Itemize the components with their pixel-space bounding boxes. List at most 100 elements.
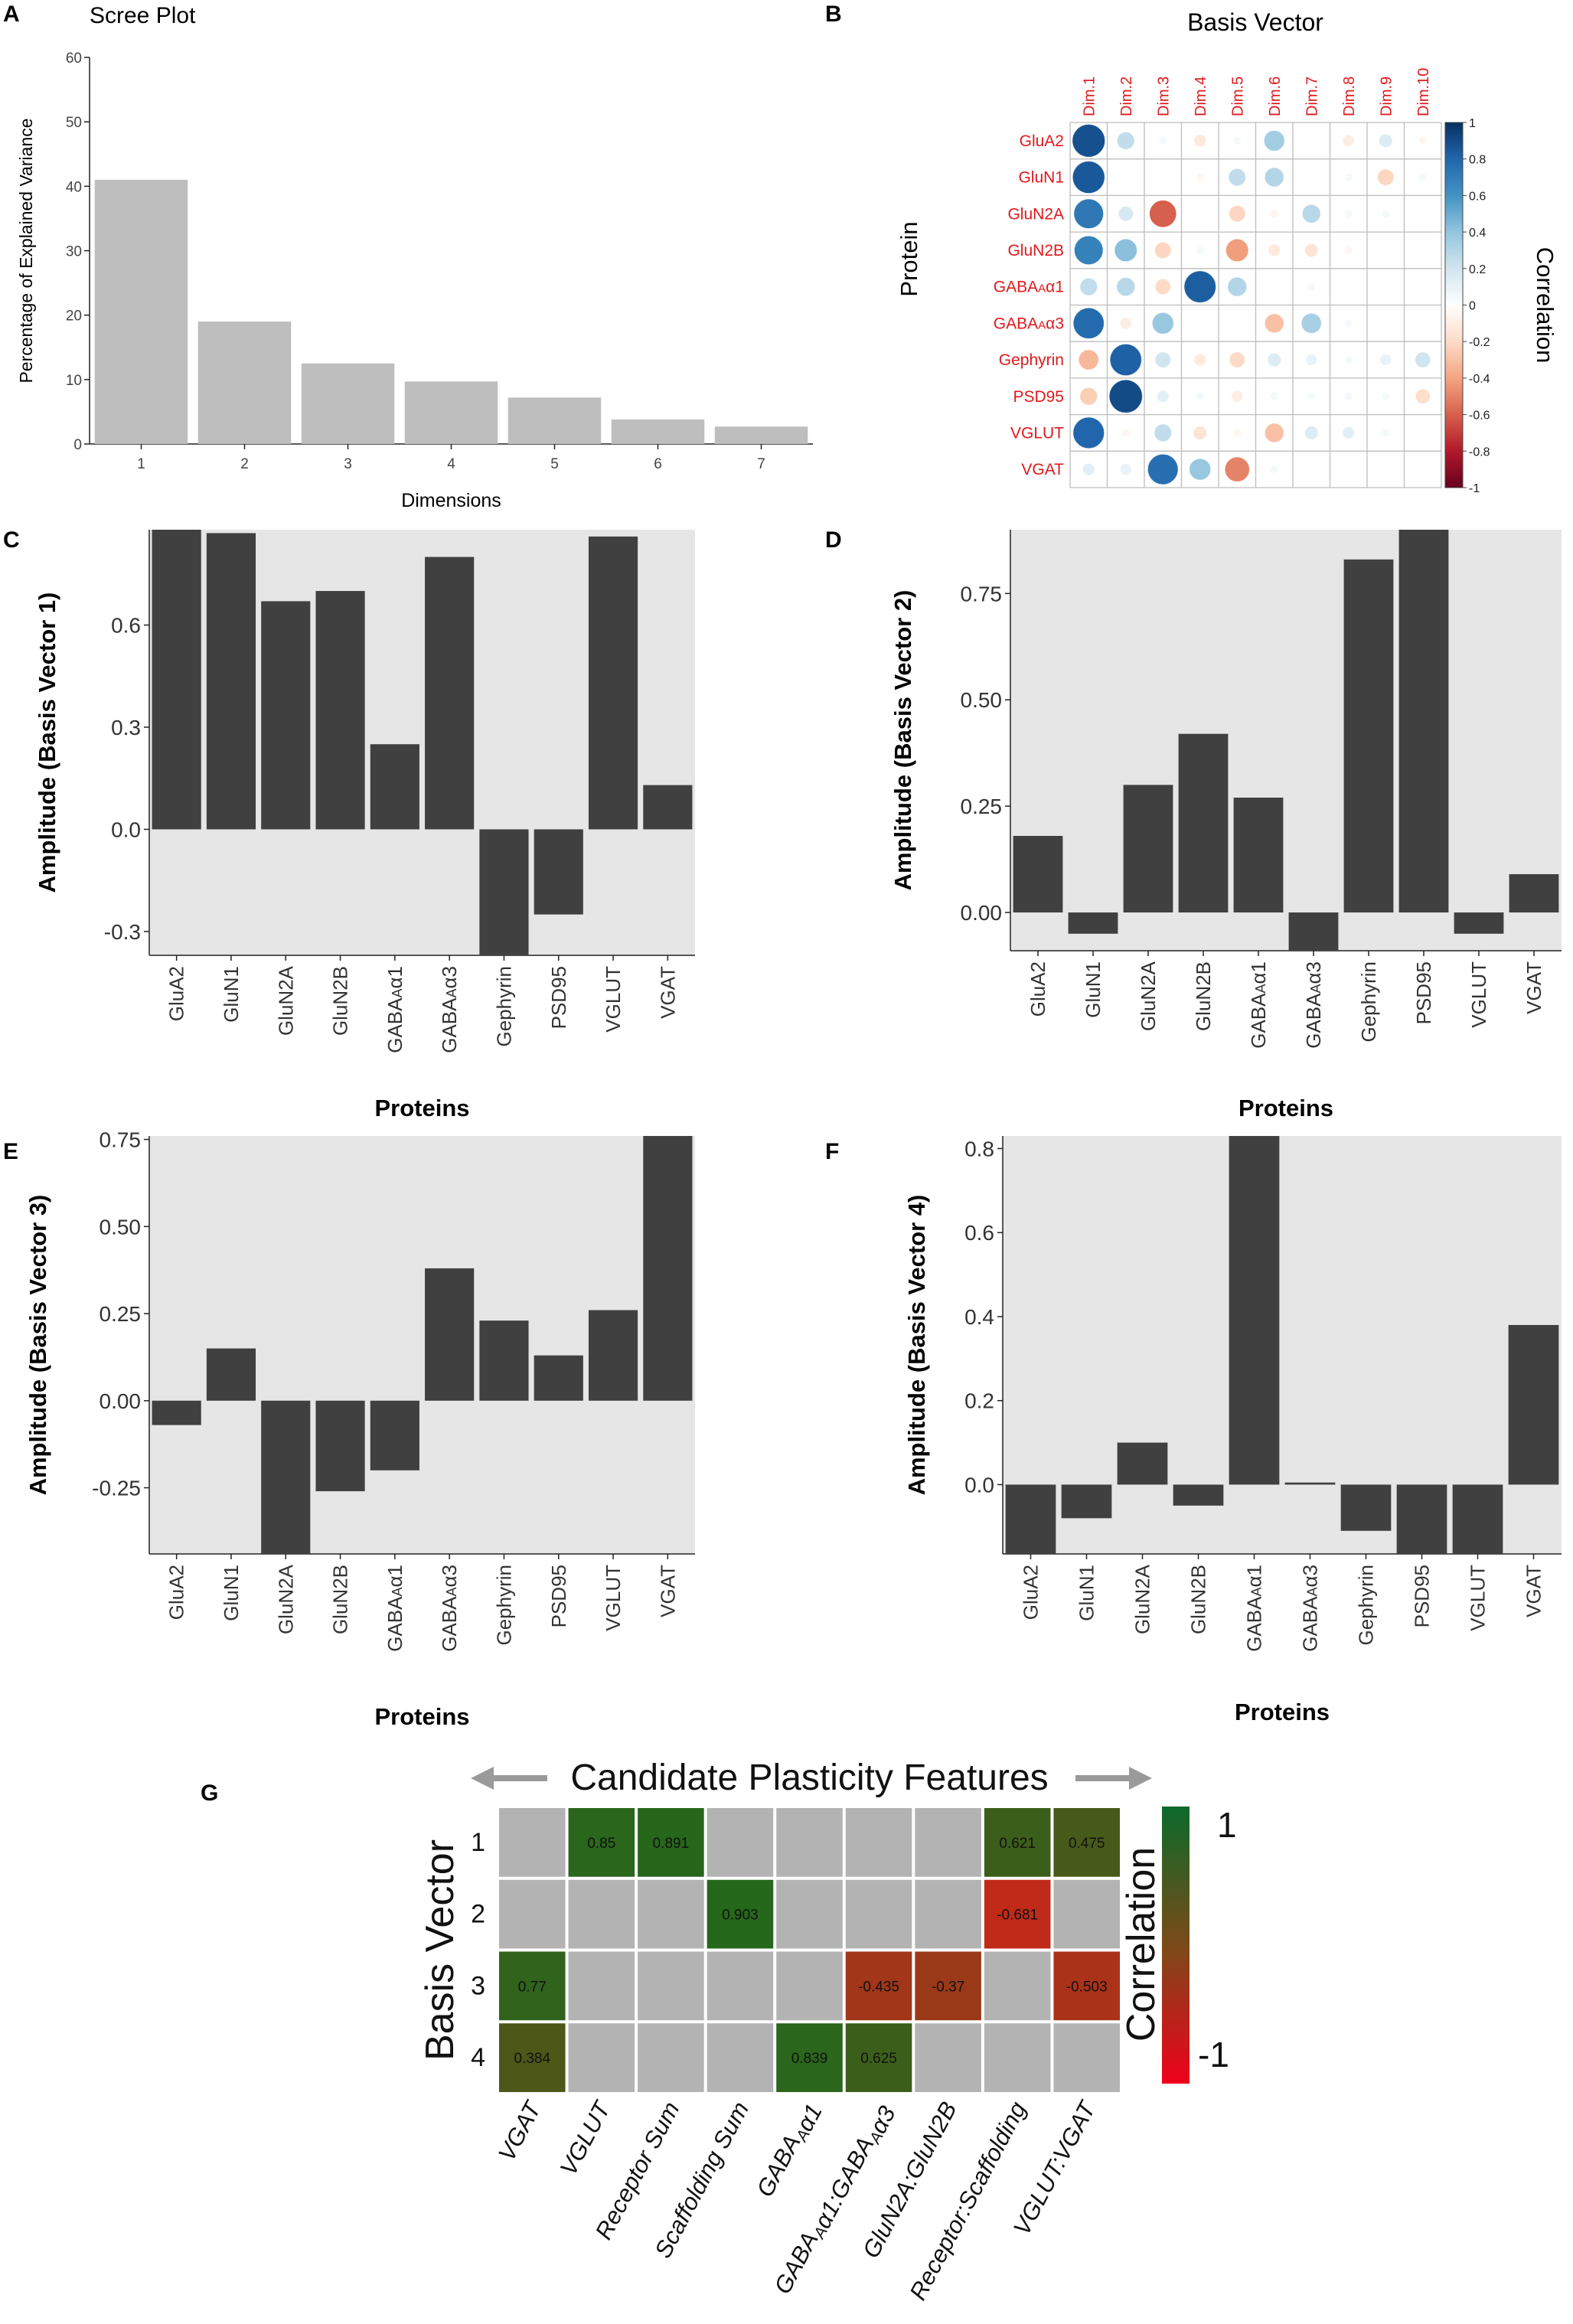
- x-tick-label: VGAT: [1522, 1565, 1545, 1617]
- corr-row-label: VGAT: [1021, 461, 1064, 478]
- amplitude-bar: [479, 829, 529, 955]
- corr-circle: [1264, 423, 1284, 443]
- heatmap-cell-value: 0.475: [1069, 1836, 1105, 1852]
- amplitude-bar: [1005, 1484, 1056, 1554]
- heatmap-column-label: VGAT: [493, 2096, 547, 2166]
- panel-e: -0.25 0.00 0.25 0.50 0.75 GluA2 GluN1 GluN2A Glu…: [24, 1128, 695, 1730]
- amplitude-bar: [1340, 1484, 1392, 1531]
- x-tick-label: Gephyrin: [1355, 1565, 1378, 1646]
- x-tick-label: GluN2A: [274, 965, 297, 1036]
- corr-circle: [1309, 175, 1314, 180]
- x-tick-label: Gephyrin: [492, 966, 515, 1047]
- x-tick-label: GluA2: [165, 966, 188, 1021]
- y-tick-label: 0.4: [964, 1305, 994, 1329]
- panel-letter-e: E: [3, 1139, 18, 1164]
- heatmap-cell: [638, 1879, 704, 1949]
- amplitude-bar: [1229, 1136, 1280, 1485]
- corr-colorbar-tick-label: -0.2: [1469, 336, 1490, 349]
- heatmap-cell: [984, 1879, 1051, 1949]
- amplitude-bar: [1068, 912, 1118, 934]
- y-tick-label: 0.00: [100, 1389, 142, 1413]
- heatmap-cell: [776, 1879, 843, 1949]
- heatmap-cell: [568, 1951, 635, 2021]
- corr-circle: [1342, 426, 1356, 439]
- x-tick-label: GluN2A: [1131, 1564, 1154, 1634]
- features-colorbar: [1162, 1807, 1190, 2084]
- corr-column-label: Dim.9: [1378, 77, 1395, 116]
- corr-circle: [1154, 241, 1172, 259]
- corr-circle: [1346, 285, 1351, 289]
- corr-circle: [1147, 453, 1179, 485]
- amplitude-bar: [206, 533, 256, 830]
- x-axis-title: Proteins: [1238, 1095, 1333, 1121]
- scree-y-tick-label: 0: [73, 437, 82, 453]
- corr-circle: [1301, 204, 1321, 224]
- corr-circle: [1227, 276, 1248, 297]
- x-tick-label: GluA2: [165, 1565, 188, 1620]
- heatmap-cell-value: -0.435: [858, 1979, 899, 1995]
- heatmap-cell-value: 0.839: [791, 2051, 828, 2067]
- heatmap-cell: [707, 1951, 774, 2021]
- amplitude-bar: [1454, 912, 1504, 934]
- x-tick-label: GluN2B: [1187, 1565, 1210, 1634]
- panel-letter-d: D: [825, 527, 842, 553]
- corr-circle: [1196, 392, 1204, 400]
- corr-circle: [1198, 211, 1203, 216]
- corr-circle: [1264, 313, 1284, 334]
- y-tick-label: 0.75: [961, 582, 1003, 605]
- corr-title: Basis Vector: [1187, 8, 1323, 36]
- amplitude-bar: [1396, 1484, 1447, 1554]
- x-tick-label: VGLUT: [1467, 1565, 1490, 1631]
- scree-bar: [197, 322, 292, 444]
- corr-column-label: Dim.4: [1193, 77, 1209, 116]
- heatmap-cell: [568, 1808, 635, 1877]
- y-axis-title: Amplitude (Basis Vector 3): [24, 1195, 51, 1496]
- corr-circle: [1120, 463, 1131, 475]
- scree-y-tick-label: 20: [66, 308, 82, 325]
- scree-x-tick-label: 4: [447, 456, 455, 472]
- corr-circle: [1418, 136, 1427, 145]
- scree-bar: [404, 381, 498, 444]
- panel-letter-f: F: [825, 1139, 839, 1164]
- corr-column-label: Dim.10: [1415, 68, 1432, 116]
- x-tick-label: PSD95: [1411, 1565, 1434, 1627]
- amplitude-bar: [1452, 1484, 1503, 1554]
- x-axis-title: Proteins: [374, 1095, 469, 1121]
- amplitude-bar: [588, 1310, 638, 1401]
- heatmap-cell: [499, 1879, 566, 1949]
- heatmap-cell: [776, 1808, 843, 1877]
- corr-circle: [1156, 390, 1170, 403]
- corr-circle: [1072, 160, 1105, 194]
- corr-circle: [1344, 355, 1353, 364]
- amplitude-bar: [1173, 1484, 1224, 1506]
- corr-circle: [1309, 139, 1314, 143]
- heatmap-cell: [984, 1951, 1051, 2021]
- corr-row-label: GluA2: [1020, 132, 1064, 150]
- x-tick-label: VGAT: [1522, 961, 1545, 1014]
- x-tick-label: PSD95: [547, 966, 570, 1029]
- x-tick-label: GABAAα1: [383, 1565, 406, 1652]
- corr-circle: [1072, 123, 1106, 158]
- features-colorbar-min: -1: [1198, 2035, 1229, 2074]
- corr-circle: [1154, 423, 1173, 442]
- scree-title: Scree Plot: [90, 3, 196, 28]
- corr-colorbar-tick-label: 0.2: [1469, 263, 1486, 276]
- corr-circle: [1380, 354, 1392, 366]
- x-axis-title: Proteins: [1235, 1699, 1330, 1725]
- corr-circle: [1415, 388, 1431, 404]
- amplitude-bar: [1284, 1482, 1336, 1485]
- x-tick-label: VGAT: [656, 1565, 679, 1617]
- scree-bar: [94, 179, 188, 444]
- x-tick-label: GABAAα3: [1299, 1565, 1322, 1652]
- heatmap-cell: [1053, 1808, 1120, 1877]
- corr-circle: [1309, 467, 1314, 472]
- corr-circle: [1232, 390, 1243, 402]
- corr-circle: [1072, 307, 1105, 340]
- corr-row-label: Gephyrin: [999, 351, 1064, 369]
- corr-column-label: Dim.8: [1341, 77, 1358, 116]
- heatmap-cell: [499, 1951, 566, 2021]
- corr-circle: [1270, 210, 1278, 218]
- x-tick-label: GABAAα1: [1247, 961, 1270, 1049]
- y-tick-label: 0.75: [100, 1128, 142, 1152]
- x-tick-label: GABAAα1: [1243, 1565, 1266, 1652]
